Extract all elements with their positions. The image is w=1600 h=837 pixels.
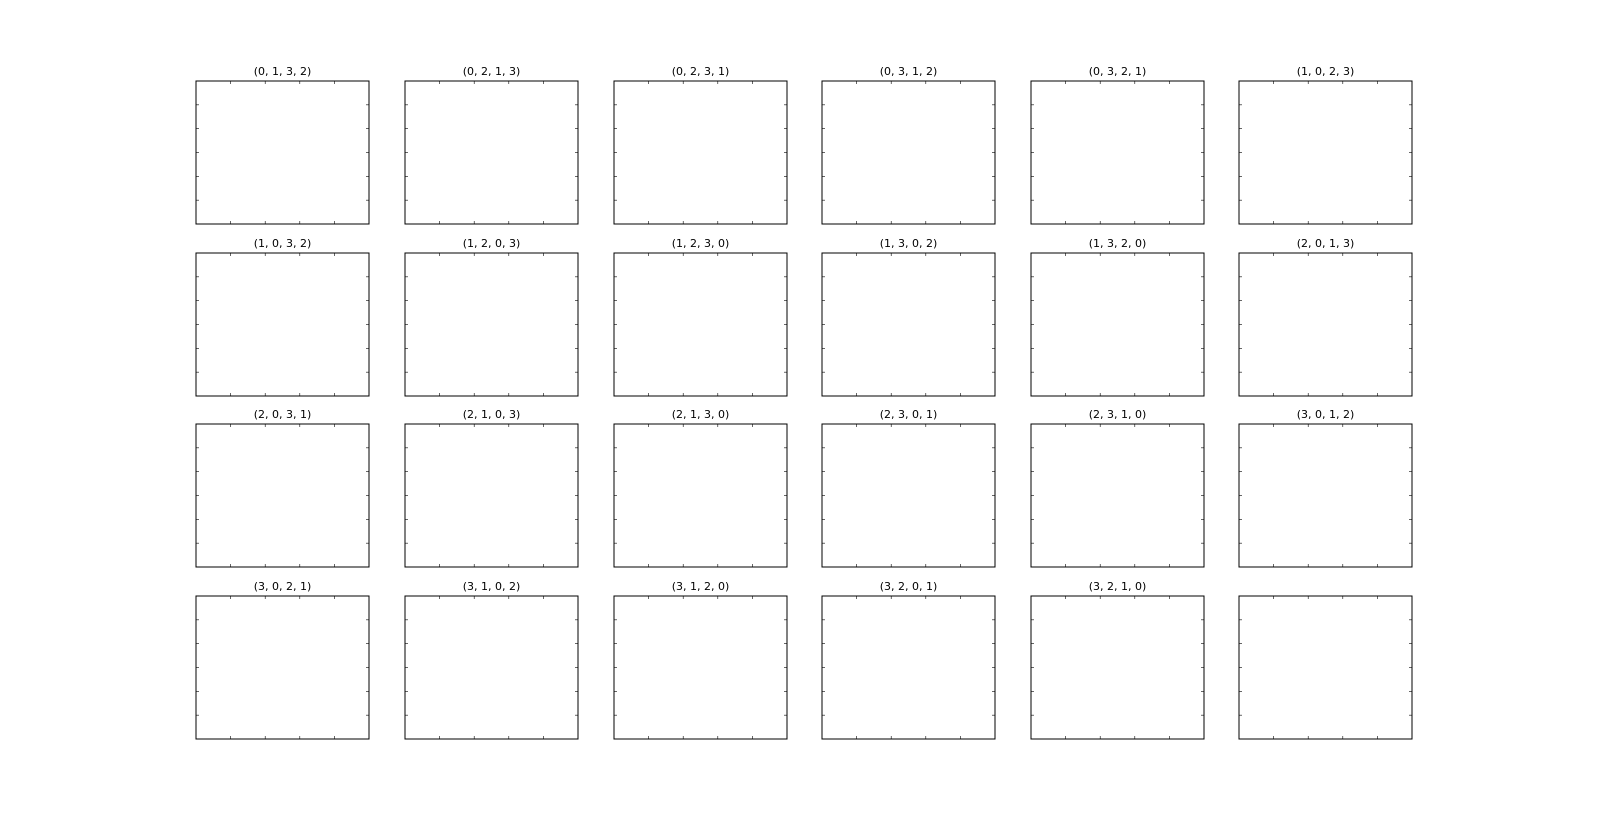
subplot-title: (0, 2, 1, 3) — [463, 65, 521, 78]
subplot-title: (2, 0, 3, 1) — [254, 408, 312, 421]
subplot-title: (3, 2, 1, 0) — [1089, 580, 1147, 593]
subplot-title: (1, 0, 2, 3) — [1297, 65, 1355, 78]
axes-frame — [404, 252, 579, 397]
subplot: (2, 0, 3, 1) — [195, 408, 370, 568]
axes-frame — [613, 252, 788, 397]
subplot-title: (0, 3, 1, 2) — [880, 65, 938, 78]
subplot-title: (3, 0, 1, 2) — [1297, 408, 1355, 421]
subplot: (3, 0, 1, 2) — [1238, 408, 1413, 568]
axes-frame — [613, 423, 788, 568]
subplot: (0, 2, 1, 3) — [404, 65, 579, 225]
axes-frame — [821, 595, 996, 740]
subplot-title: (1, 2, 0, 3) — [463, 237, 521, 250]
subplot: (3, 1, 2, 0) — [613, 580, 788, 740]
subplot: (2, 3, 1, 0) — [1030, 408, 1205, 568]
subplot-title: (1, 2, 3, 0) — [672, 237, 730, 250]
subplot: (0, 1, 3, 2) — [195, 65, 370, 225]
subplot-title: (0, 3, 2, 1) — [1089, 65, 1147, 78]
axes-frame — [195, 423, 370, 568]
subplot-title: (1, 0, 3, 2) — [254, 237, 312, 250]
subplot-title: (2, 3, 0, 1) — [880, 408, 938, 421]
axes-frame — [1238, 595, 1413, 740]
subplot: (3, 2, 1, 0) — [1030, 580, 1205, 740]
subplot: (2, 1, 3, 0) — [613, 408, 788, 568]
subplot-grid: (0, 1, 3, 2) (0, 2, 1, 3) (0, 2, 3, 1) (0, … — [195, 65, 1413, 740]
axes-frame — [1030, 252, 1205, 397]
subplot-title: (2, 3, 1, 0) — [1089, 408, 1147, 421]
subplot: (2, 3, 0, 1) — [821, 408, 996, 568]
subplot: (0, 2, 3, 1) — [613, 65, 788, 225]
subplot — [1238, 595, 1413, 740]
subplot: (3, 1, 0, 2) — [404, 580, 579, 740]
axes-frame — [195, 595, 370, 740]
axes-frame — [821, 252, 996, 397]
subplot-title: (0, 1, 3, 2) — [254, 65, 312, 78]
axes-frame — [195, 80, 370, 225]
axes-frame — [1030, 80, 1205, 225]
subplot: (1, 0, 3, 2) — [195, 237, 370, 397]
subplot: (3, 2, 0, 1) — [821, 580, 996, 740]
axes-frame — [404, 423, 579, 568]
axes-frame — [1238, 423, 1413, 568]
subplot-title: (3, 0, 2, 1) — [254, 580, 312, 593]
subplot: (0, 3, 1, 2) — [821, 65, 996, 225]
axes-frame — [195, 252, 370, 397]
subplot: (1, 2, 0, 3) — [404, 237, 579, 397]
subplot: (1, 3, 0, 2) — [821, 237, 996, 397]
subplot: (1, 2, 3, 0) — [613, 237, 788, 397]
subplot: (0, 3, 2, 1) — [1030, 65, 1205, 225]
axes-frame — [1238, 80, 1413, 225]
axes-frame — [821, 80, 996, 225]
subplot-title: (1, 3, 2, 0) — [1089, 237, 1147, 250]
subplot-title: (2, 1, 3, 0) — [672, 408, 730, 421]
axes-frame — [613, 595, 788, 740]
subplot-title: (2, 1, 0, 3) — [463, 408, 521, 421]
subplot: (2, 0, 1, 3) — [1238, 237, 1413, 397]
axes-frame — [404, 80, 579, 225]
subplot: (1, 3, 2, 0) — [1030, 237, 1205, 397]
subplot-title: (3, 1, 2, 0) — [672, 580, 730, 593]
axes-frame — [1030, 423, 1205, 568]
axes-frame — [1030, 595, 1205, 740]
subplot-title: (3, 2, 0, 1) — [880, 580, 938, 593]
axes-frame — [821, 423, 996, 568]
subplot-title: (0, 2, 3, 1) — [672, 65, 730, 78]
subplot: (2, 1, 0, 3) — [404, 408, 579, 568]
subplot-title: (3, 1, 0, 2) — [463, 580, 521, 593]
subplot-title: (1, 3, 0, 2) — [880, 237, 938, 250]
subplot-title: (2, 0, 1, 3) — [1297, 237, 1355, 250]
subplot: (1, 0, 2, 3) — [1238, 65, 1413, 225]
axes-frame — [404, 595, 579, 740]
axes-frame — [1238, 252, 1413, 397]
axes-frame — [613, 80, 788, 225]
subplot: (3, 0, 2, 1) — [195, 580, 370, 740]
